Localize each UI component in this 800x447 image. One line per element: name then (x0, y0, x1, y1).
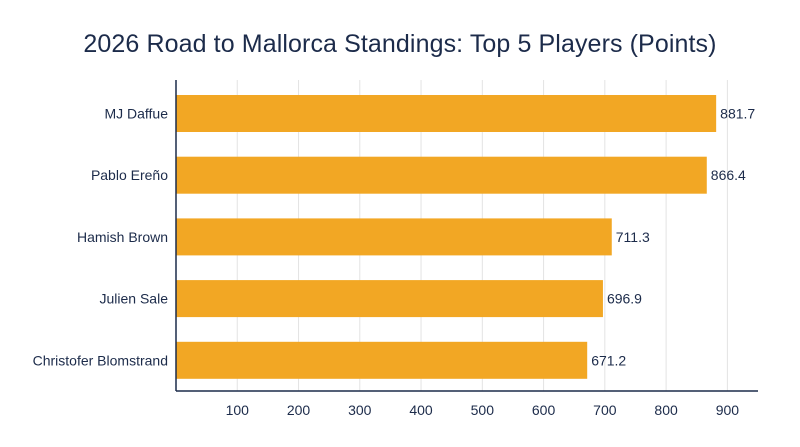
label-layer: 100 200 300 400 500 600 700 800 900 MJ Daffue 881.… (33, 106, 756, 419)
data-label: 711.3 (616, 229, 650, 245)
category-label: Pablo Ereño (91, 167, 168, 183)
bar-layer (176, 95, 717, 379)
bar (176, 341, 588, 379)
x-tick-label: 300 (348, 402, 372, 418)
axis-layer (175, 80, 758, 392)
data-label: 866.4 (711, 167, 746, 183)
category-label: MJ Daffue (104, 106, 168, 122)
bar (176, 95, 717, 132)
data-label: 671.2 (591, 352, 626, 368)
x-tick-label: 800 (654, 402, 678, 418)
x-tick-label: 100 (226, 402, 250, 418)
chart-title: 2026 Road to Mallorca Standings: Top 5 P… (83, 30, 717, 58)
bar (176, 280, 603, 318)
category-label: Hamish Brown (77, 229, 168, 245)
bar (176, 218, 612, 256)
data-label: 696.9 (607, 291, 642, 307)
data-label: 881.7 (720, 106, 755, 122)
x-tick-label: 600 (532, 402, 556, 418)
category-label: Christofer Blomstrand (33, 352, 168, 368)
x-tick-label: 900 (716, 402, 740, 418)
x-tick-label: 200 (287, 402, 311, 418)
category-label: Julien Sale (100, 291, 169, 307)
x-tick-label: 400 (409, 402, 433, 418)
x-tick-label: 700 (593, 402, 617, 418)
x-tick-label: 500 (471, 402, 495, 418)
bar (176, 156, 707, 194)
